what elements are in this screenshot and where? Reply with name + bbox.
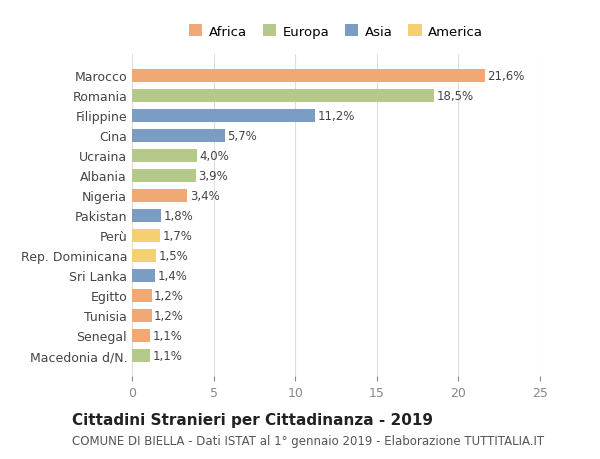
Bar (132, 309, 152, 322)
Text: 3,9%: 3,9% (198, 169, 228, 182)
Text: 1,4%: 1,4% (157, 269, 187, 282)
Bar (132, 129, 225, 142)
Text: 18,5%: 18,5% (436, 90, 473, 103)
Text: 11,2%: 11,2% (317, 110, 355, 123)
Bar (132, 349, 150, 362)
Bar (132, 169, 196, 182)
Bar (132, 249, 157, 262)
Legend: Africa, Europa, Asia, America: Africa, Europa, Asia, America (184, 20, 488, 44)
Bar (132, 229, 160, 242)
Text: 1,2%: 1,2% (154, 309, 184, 322)
Text: 1,2%: 1,2% (154, 289, 184, 302)
Bar (132, 110, 315, 123)
Text: 1,5%: 1,5% (159, 249, 188, 262)
Text: 1,1%: 1,1% (152, 349, 182, 362)
Bar (132, 269, 155, 282)
Text: COMUNE DI BIELLA - Dati ISTAT al 1° gennaio 2019 - Elaborazione TUTTITALIA.IT: COMUNE DI BIELLA - Dati ISTAT al 1° genn… (72, 435, 544, 448)
Text: 1,8%: 1,8% (164, 209, 194, 222)
Text: 1,1%: 1,1% (152, 329, 182, 342)
Text: 5,7%: 5,7% (227, 129, 257, 142)
Text: 1,7%: 1,7% (162, 229, 192, 242)
Text: 21,6%: 21,6% (487, 70, 524, 83)
Text: 3,4%: 3,4% (190, 189, 220, 202)
Text: 4,0%: 4,0% (200, 150, 229, 162)
Bar (132, 289, 152, 302)
Text: Cittadini Stranieri per Cittadinanza - 2019: Cittadini Stranieri per Cittadinanza - 2… (72, 412, 433, 427)
Bar (132, 150, 197, 162)
Bar (132, 209, 161, 222)
Bar (132, 90, 434, 102)
Bar (132, 329, 150, 342)
Bar (132, 70, 485, 83)
Bar (132, 189, 187, 202)
